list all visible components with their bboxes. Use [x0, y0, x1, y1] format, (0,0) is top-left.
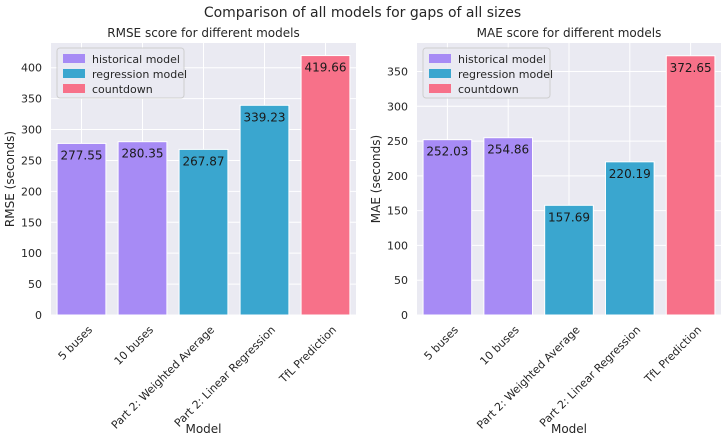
bar: [56, 142, 107, 316]
legend-label: regression model: [458, 68, 553, 81]
bar: [239, 104, 290, 316]
y-tick-label: 350: [387, 66, 408, 79]
bar-value-label: 339.23: [244, 110, 286, 124]
x-tick-label: TfL Prediction: [641, 323, 704, 386]
bar: [300, 55, 351, 316]
x-tick-label: Part 2: Weighted Average: [109, 323, 217, 431]
y-tick-label: 200: [387, 170, 408, 183]
bar: [665, 55, 716, 316]
x-tick-label: Part 2: Weighted Average: [474, 323, 582, 431]
bar: [178, 148, 229, 316]
figure-title: Comparison of all models for gaps of all…: [203, 5, 522, 21]
y-tick-label: 50: [394, 274, 408, 287]
bar-value-label: 267.87: [183, 154, 225, 168]
bar: [422, 139, 473, 316]
y-tick-label: 100: [387, 239, 408, 252]
subplot-1: 277.55 280.35 267.87 339.23 419.66 0 50 100 150 2…: [3, 26, 356, 436]
legend-swatch: [63, 69, 85, 78]
y-axis-label: RMSE (seconds): [3, 131, 17, 227]
y-tick-label: 250: [387, 135, 408, 148]
bar-value-label: 280.35: [122, 147, 164, 161]
subplot-2: 252.03 254.86 157.69 220.19 372.65 0 50 100 150 2…: [369, 26, 721, 436]
x-tick-label: 10 buses: [112, 323, 157, 368]
legend-label: historical model: [458, 53, 546, 66]
y-tick-label: 150: [21, 216, 42, 229]
y-tick-label: 100: [21, 247, 42, 260]
x-axis-label: Model: [185, 422, 221, 436]
x-tick-label: 10 buses: [477, 323, 522, 368]
legend-frame: [56, 47, 185, 99]
bar: [544, 204, 594, 316]
y-tick-label: 200: [21, 185, 42, 198]
x-axis-label: Model: [551, 422, 587, 436]
y-tick-label: 400: [21, 62, 42, 75]
x-tick-label: Part 2: Linear Regression: [172, 323, 278, 429]
y-axis-label: MAE (seconds): [369, 135, 383, 223]
bar-value-label: 372.65: [670, 61, 712, 75]
subplot-title: RMSE score for different models: [107, 26, 299, 40]
x-tick-label: Part 2: Linear Regression: [537, 323, 643, 429]
subplot-title: MAE score for different models: [477, 26, 662, 40]
bar-value-label: 252.03: [426, 145, 468, 159]
legend-swatch: [63, 54, 85, 63]
y-tick-label: 0: [401, 309, 408, 322]
y-tick-label: 250: [21, 154, 42, 167]
x-tick-label: 5 buses: [56, 323, 96, 363]
bar-value-label: 254.86: [487, 143, 529, 157]
legend: historical model regression model countdow…: [56, 47, 187, 99]
y-tick-label: 350: [21, 93, 42, 106]
bar: [483, 137, 534, 316]
legend: historical model regression model countdow…: [422, 47, 553, 99]
bar-value-label: 277.55: [61, 148, 103, 162]
y-tick-label: 150: [387, 205, 408, 218]
legend-swatch: [63, 84, 85, 93]
legend-label: regression model: [92, 68, 187, 81]
x-tick-label: TfL Prediction: [276, 323, 339, 386]
bar: [117, 141, 168, 316]
y-tick-label: 300: [387, 100, 408, 113]
y-tick-label: 50: [28, 278, 42, 291]
legend-swatch: [429, 84, 451, 93]
y-tick-label: 0: [35, 309, 42, 322]
bar-value-label: 220.19: [609, 167, 651, 181]
legend-swatch: [429, 54, 451, 63]
bar-value-label: 419.66: [305, 61, 347, 75]
legend-frame: [422, 47, 551, 99]
bar-value-label: 157.69: [548, 210, 590, 224]
legend-swatch: [429, 69, 451, 78]
y-tick-label: 300: [21, 124, 42, 137]
legend-label: countdown: [458, 83, 519, 96]
legend-label: historical model: [92, 53, 180, 66]
x-tick-label: 5 buses: [422, 323, 462, 363]
legend-label: countdown: [92, 83, 153, 96]
bar: [604, 161, 655, 316]
